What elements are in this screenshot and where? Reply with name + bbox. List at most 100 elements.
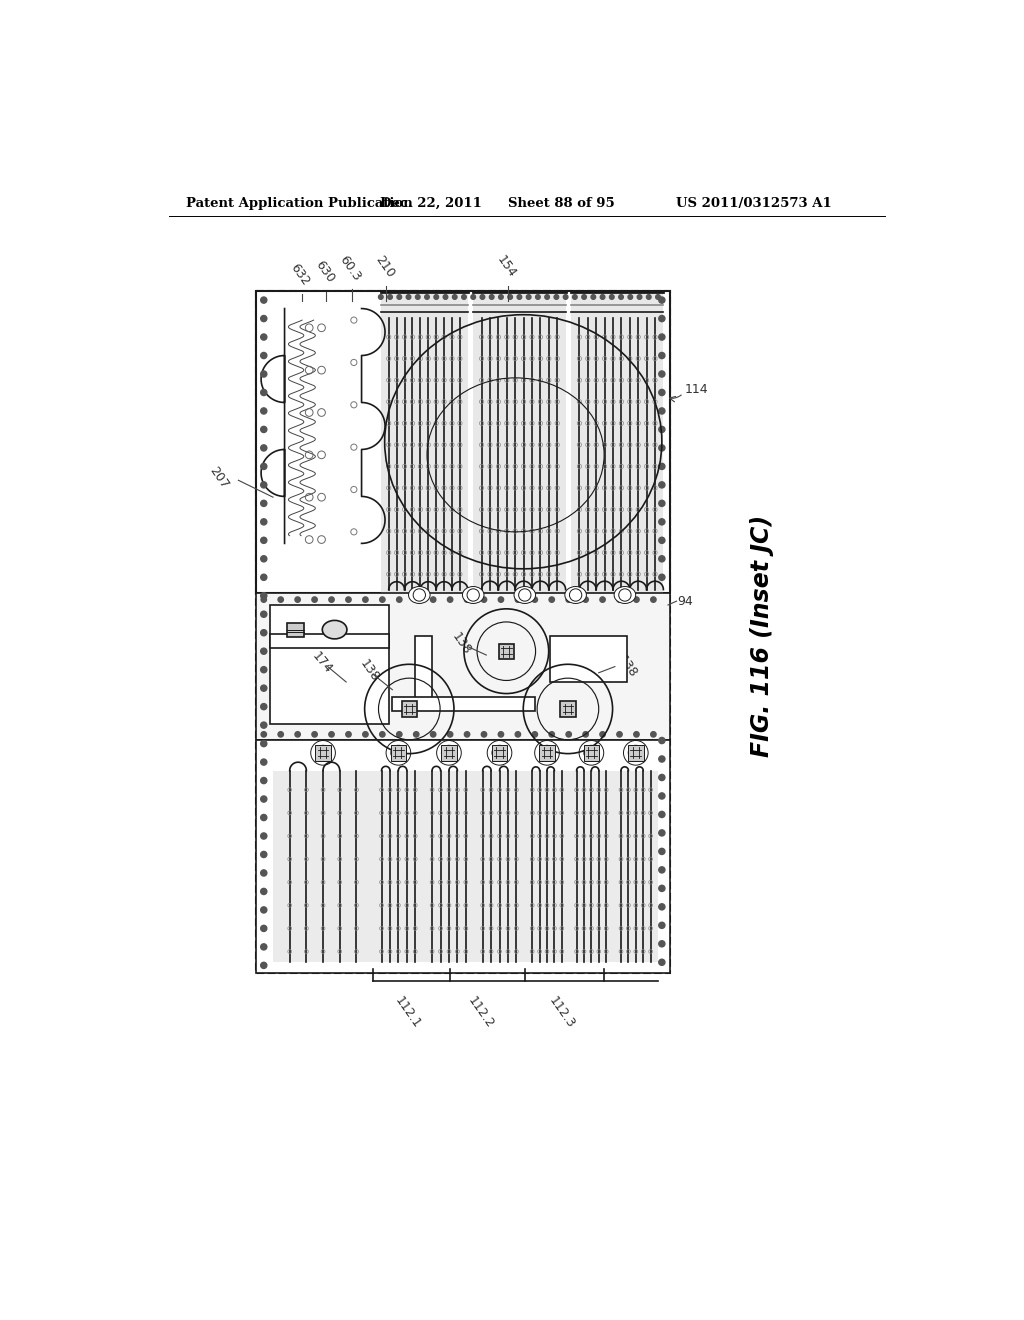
Bar [270,605,389,725]
Circle shape [481,731,486,737]
Bar [392,697,535,711]
Circle shape [616,597,623,602]
Text: 630: 630 [312,259,337,285]
Circle shape [566,731,571,737]
Circle shape [658,849,665,854]
Circle shape [600,597,605,602]
Bar [416,636,432,709]
Circle shape [554,294,559,300]
Circle shape [261,597,266,602]
Circle shape [295,731,300,737]
Circle shape [261,371,267,378]
Circle shape [414,597,419,602]
Circle shape [646,294,651,300]
Circle shape [261,851,267,858]
Circle shape [261,962,267,969]
Circle shape [261,685,267,692]
Circle shape [658,775,665,780]
Circle shape [526,294,531,300]
Circle shape [549,731,554,737]
Circle shape [600,731,605,737]
Circle shape [637,294,642,300]
Circle shape [261,463,267,470]
Circle shape [515,597,520,602]
Circle shape [362,597,368,602]
Text: FIG. 116 (Inset JC): FIG. 116 (Inset JC) [750,515,774,756]
Circle shape [278,731,284,737]
Bar [499,644,514,659]
Circle shape [447,597,453,602]
Bar [273,771,373,961]
Circle shape [536,294,541,300]
Bar [315,744,331,760]
Circle shape [489,294,494,300]
Circle shape [261,925,267,932]
Bar [373,771,524,961]
Circle shape [396,597,402,602]
Circle shape [499,294,503,300]
Circle shape [414,731,419,737]
Circle shape [380,597,385,602]
Text: 112.1: 112.1 [392,995,423,1031]
Circle shape [261,722,267,729]
Circle shape [261,777,267,784]
Circle shape [434,294,438,300]
Text: 632: 632 [288,261,312,288]
Circle shape [261,519,267,525]
Circle shape [481,597,486,602]
Circle shape [261,759,267,766]
Circle shape [583,597,589,602]
Circle shape [464,731,470,737]
Ellipse shape [614,586,636,603]
Bar [256,739,670,973]
Circle shape [312,597,317,602]
Circle shape [658,960,665,965]
Circle shape [295,597,300,602]
Circle shape [634,731,639,737]
Ellipse shape [463,586,484,603]
Circle shape [430,597,436,602]
Circle shape [655,294,660,300]
Circle shape [658,334,665,341]
Bar [256,290,670,973]
Circle shape [600,294,605,300]
Circle shape [658,830,665,836]
Text: Sheet 88 of 95: Sheet 88 of 95 [508,197,615,210]
Circle shape [628,294,633,300]
Circle shape [471,294,475,300]
Circle shape [278,597,284,602]
Text: 174: 174 [309,649,334,676]
Circle shape [508,294,512,300]
Circle shape [261,352,267,359]
Circle shape [396,731,402,737]
Circle shape [261,315,267,322]
Circle shape [261,500,267,507]
Circle shape [407,294,411,300]
Circle shape [397,294,401,300]
Circle shape [658,537,665,544]
Text: 138: 138 [450,630,474,657]
Circle shape [261,537,267,544]
Circle shape [650,597,656,602]
Text: 112.3: 112.3 [546,995,578,1031]
Ellipse shape [514,586,536,603]
Circle shape [447,731,453,737]
Circle shape [658,389,665,396]
Circle shape [379,294,383,300]
Circle shape [261,389,267,396]
Circle shape [261,796,267,803]
Bar [381,293,468,594]
Text: Patent Application Publication: Patent Application Publication [186,197,413,210]
Circle shape [499,597,504,602]
Bar [473,293,565,594]
Text: 154: 154 [495,253,518,280]
Circle shape [658,923,665,928]
Circle shape [658,371,665,378]
Circle shape [658,886,665,891]
Circle shape [658,500,665,507]
Circle shape [658,556,665,562]
Circle shape [658,904,665,909]
Ellipse shape [323,620,347,639]
Circle shape [443,294,447,300]
Circle shape [261,870,267,876]
